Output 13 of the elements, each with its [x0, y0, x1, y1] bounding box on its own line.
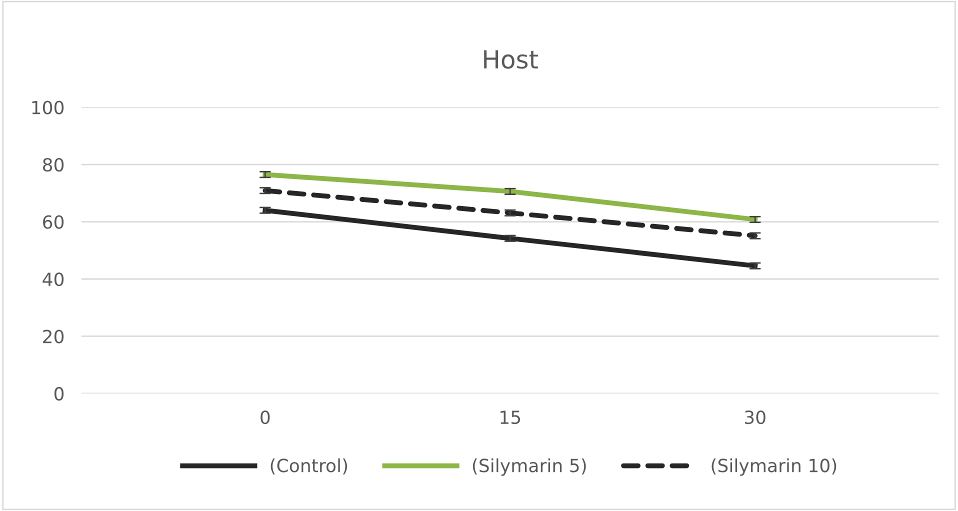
- x-tick-label: 0: [260, 410, 270, 424]
- x-tick-label: 15: [500, 410, 520, 424]
- y-tick-label: 0: [54, 386, 64, 401]
- y-tick-label: 20: [43, 330, 64, 344]
- y-tick-label: 80: [43, 158, 64, 172]
- chart-title: Host: [484, 50, 538, 69]
- x-tick-label: 30: [745, 410, 766, 424]
- y-tick-label: 60: [43, 215, 64, 229]
- y-tick-label: 100: [32, 100, 64, 114]
- legend-label: (Silymarin 10): [712, 458, 836, 476]
- legend-label: (Silymarin 5): [472, 458, 586, 476]
- y-tick-label: 40: [42, 272, 64, 286]
- legend-label: (Control): [270, 458, 348, 474]
